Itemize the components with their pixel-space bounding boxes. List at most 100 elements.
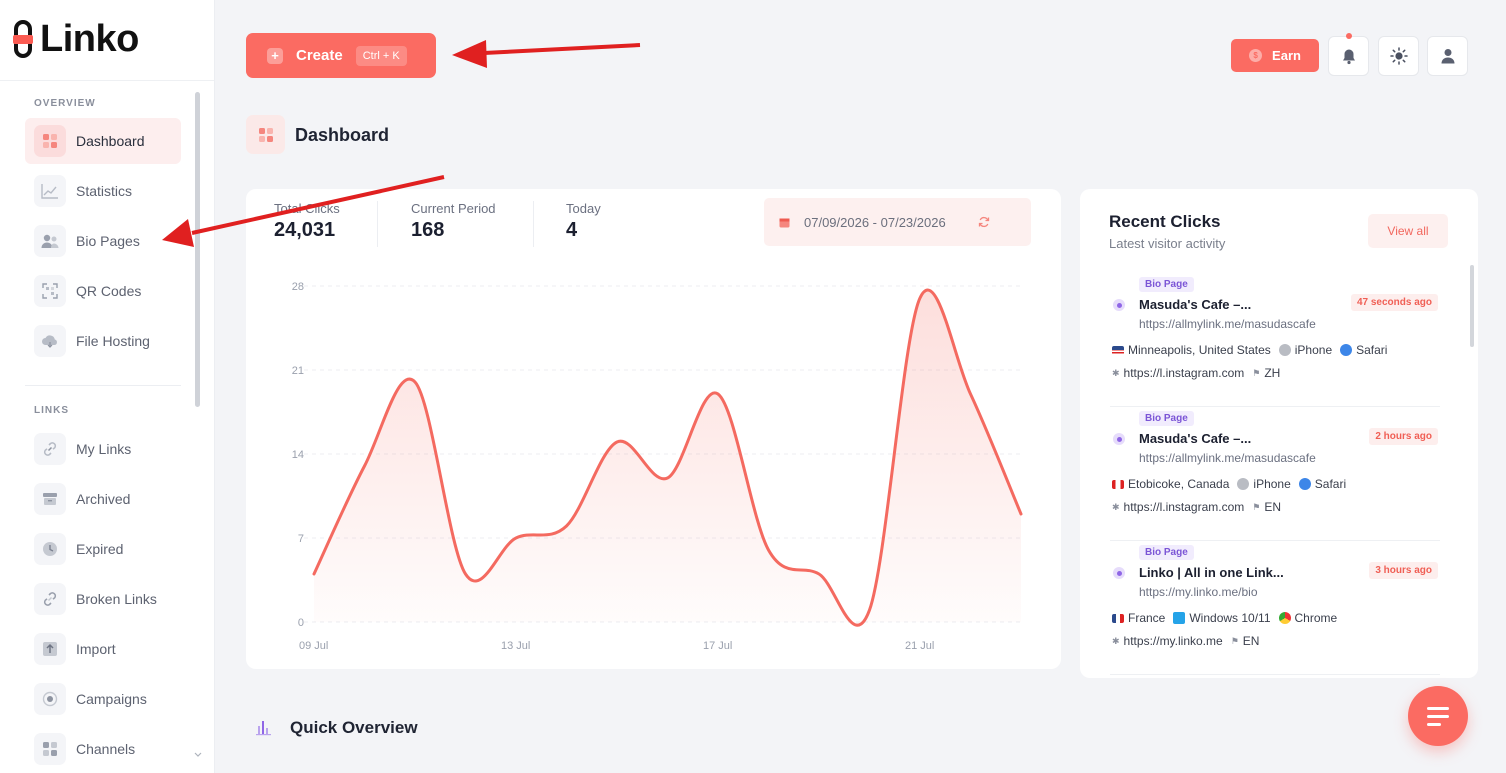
sidebar-item-broken-links[interactable]: Broken Links <box>25 576 181 622</box>
menu-icon <box>1427 706 1449 710</box>
sidebar-item-label: Channels <box>76 741 136 757</box>
windows-icon <box>1173 612 1186 624</box>
us-flag-icon <box>1112 345 1124 355</box>
recent-clicks-title: Recent Clicks <box>1109 212 1221 231</box>
sidebar-item-dashboard[interactable]: Dashboard <box>25 118 181 164</box>
visit-meta: Etobicoke, Canada iPhone Safari <box>1112 477 1346 491</box>
item-name: Masuda's Cafe –... <box>1139 297 1252 312</box>
recent-click-item[interactable]: Bio Page Masuda's Cafe –... 2 hours ago … <box>1110 411 1440 541</box>
series-line <box>312 288 1023 627</box>
sidebar-item-expired[interactable]: Expired <box>25 526 181 572</box>
referrer: https://l.instagram.com <box>1123 500 1245 514</box>
user-icon <box>1441 49 1454 64</box>
sidebar-item-campaigns[interactable]: Campaigns <box>25 676 181 722</box>
logo-mark-icon <box>13 20 33 58</box>
sidebar-item-channels[interactable]: Channels <box>25 726 181 772</box>
item-url[interactable]: https://allmylink.me/masudascafe <box>1139 451 1316 465</box>
recent-clicks-scrollbar[interactable] <box>1470 265 1474 347</box>
arrow-head-icon <box>452 40 487 68</box>
visit-meta: France Windows 10/11 Chrome <box>1112 611 1337 625</box>
broken-link-icon <box>34 583 66 615</box>
today-label: Today <box>566 201 601 216</box>
create-shortcut: Ctrl + K <box>355 45 407 66</box>
sidebar-item-label: Import <box>76 641 116 657</box>
stat-divider <box>533 201 534 247</box>
device: Windows 10/11 <box>1189 611 1271 625</box>
sidebar-item-import[interactable]: Import <box>25 626 181 672</box>
view-all-button[interactable]: View all <box>1368 214 1448 248</box>
flag-icon: ⚑ <box>1252 501 1261 512</box>
location: Minneapolis, United States <box>1128 343 1271 357</box>
device: iPhone <box>1294 343 1333 357</box>
date-range-text: 07/09/2026 - 07/23/2026 <box>804 214 946 230</box>
recent-click-item[interactable]: Bio Page Masuda's Cafe –... 47 seconds a… <box>1110 277 1440 407</box>
sidebar-item-label: Statistics <box>76 183 133 199</box>
sidebar-item-qr-codes[interactable]: QR Codes <box>25 268 181 314</box>
y-tick-label: 7 <box>298 533 304 545</box>
globe-icon: ✱ <box>1112 501 1120 512</box>
current-period-value: 168 <box>411 219 445 241</box>
total-clicks-label: Total Clicks <box>274 201 340 216</box>
item-name: Linko | All in one Link... <box>1139 565 1284 580</box>
notifications-button[interactable] <box>1328 36 1369 76</box>
annotation-arrow-create <box>483 43 641 55</box>
sidebar-item-statistics[interactable]: Statistics <box>25 168 181 214</box>
flag-icon: ⚑ <box>1230 635 1239 646</box>
coin-icon: $ <box>1249 49 1263 62</box>
section-title-overview: OVERVIEW <box>34 98 96 109</box>
clock-icon <box>34 533 66 565</box>
item-url[interactable]: https://my.linko.me/bio <box>1139 585 1258 599</box>
sidebar-item-label: Bio Pages <box>76 233 140 249</box>
sidebar-item-archived[interactable]: Archived <box>25 476 181 522</box>
sidebar-item-my-links[interactable]: My Links <box>25 426 181 472</box>
earn-button[interactable]: $ Earn <box>1231 39 1319 72</box>
x-tick-label: 17 Jul <box>703 640 732 652</box>
today-value: 4 <box>566 219 578 241</box>
language: EN <box>1264 500 1282 514</box>
sidebar-item-file-hosting[interactable]: File Hosting <box>25 318 181 364</box>
import-icon <box>34 633 66 665</box>
sidebar-item-label: Campaigns <box>76 691 147 707</box>
sidebar-scrollbar[interactable] <box>195 92 200 407</box>
total-clicks-stat: Total Clicks 24,031 <box>274 201 340 242</box>
scroll-down-icon[interactable] <box>194 752 202 758</box>
recent-click-item[interactable]: Bio Page Linko | All in one Link... 3 ho… <box>1110 545 1440 675</box>
users-icon <box>34 225 66 257</box>
dashboard-icon <box>258 127 273 142</box>
menu-icon-line <box>1427 722 1441 726</box>
user-menu-button[interactable] <box>1427 36 1468 76</box>
bell-icon <box>1342 49 1355 64</box>
date-range-picker[interactable]: 07/09/2026 - 07/23/2026 <box>764 198 1031 246</box>
link-icon <box>34 433 66 465</box>
x-tick-label: 21 Jul <box>905 640 934 652</box>
item-url[interactable]: https://allmylink.me/masudascafe <box>1139 317 1316 331</box>
create-button[interactable]: + Create Ctrl + K <box>246 33 436 78</box>
browser: Safari <box>1356 343 1388 357</box>
type-badge: Bio Page <box>1139 545 1194 560</box>
cloud-icon <box>34 325 66 357</box>
menu-fab-button[interactable] <box>1408 686 1468 746</box>
chart-icon <box>34 175 66 207</box>
browser: Chrome <box>1294 611 1338 625</box>
canada-flag-icon <box>1112 479 1124 489</box>
time-badge: 47 seconds ago <box>1350 294 1438 311</box>
device: iPhone <box>1253 477 1291 491</box>
apple-icon <box>1278 344 1291 356</box>
item-divider <box>1110 406 1440 407</box>
bar-chart-icon <box>256 721 271 736</box>
language: EN <box>1242 634 1260 648</box>
archive-icon <box>34 483 66 515</box>
logo[interactable]: Linko <box>12 18 139 60</box>
notification-dot <box>1346 33 1352 39</box>
sidebar-item-label: Dashboard <box>76 133 145 149</box>
time-badge: 3 hours ago <box>1369 562 1438 579</box>
theme-toggle-button[interactable] <box>1378 36 1419 76</box>
location: France <box>1128 611 1166 625</box>
refresh-icon[interactable] <box>978 216 990 228</box>
globe-icon: ✱ <box>1112 635 1120 646</box>
y-tick-label: 14 <box>292 449 304 461</box>
logo-text: Linko <box>40 17 139 60</box>
sidebar-item-bio-pages[interactable]: Bio Pages <box>25 218 181 264</box>
page-title: Dashboard <box>295 125 390 145</box>
clicks-chart: 0 7 14 21 28 09 Jul 13 Jul 17 Jul 21 Jul <box>292 281 1023 652</box>
